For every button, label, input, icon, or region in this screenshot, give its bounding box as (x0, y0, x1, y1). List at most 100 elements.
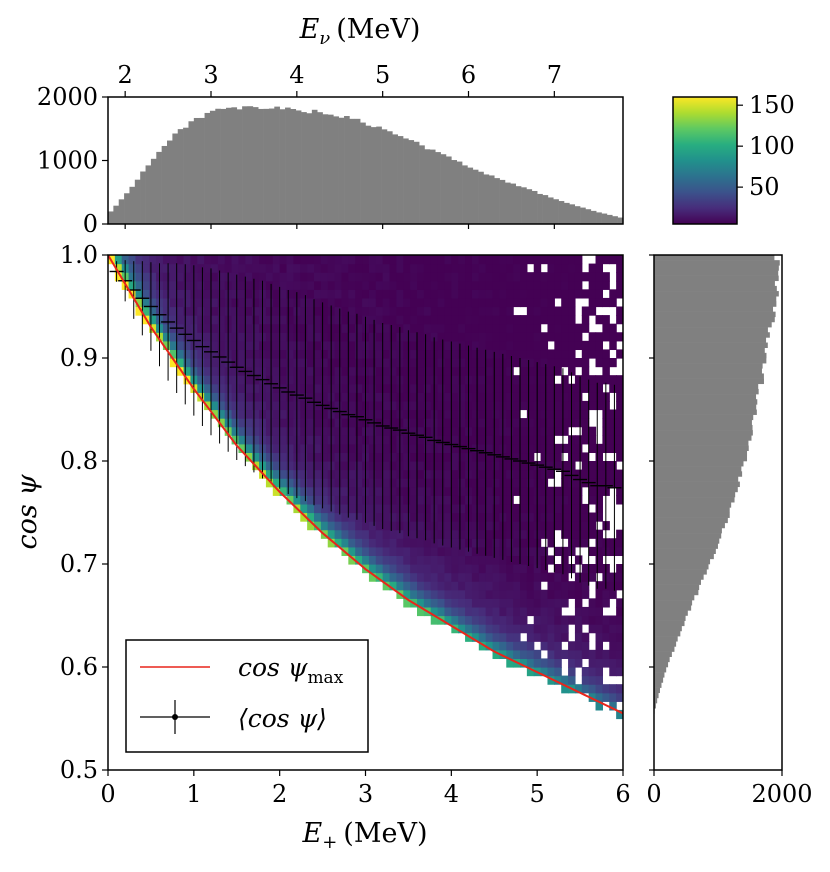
heatmap-cell (554, 658, 562, 668)
heatmap-cell (362, 546, 370, 557)
heatmap-cell (458, 400, 466, 411)
heatmap-cell (506, 349, 514, 359)
heatmap-cell (410, 375, 418, 385)
heatmap-cell (540, 452, 549, 462)
heatmap-cell (485, 289, 494, 299)
heatmap-cell (417, 315, 425, 325)
mean-cos-psi-point (178, 264, 193, 405)
heatmap-cell (382, 418, 391, 428)
heatmap-cell (211, 409, 219, 419)
heatmap-cell (533, 280, 542, 290)
heatmap-cell (149, 280, 157, 290)
heatmap-cell (609, 297, 617, 308)
heatmap-cell (471, 572, 480, 582)
heatmap-cell (279, 297, 288, 308)
heatmap-cell (314, 272, 322, 282)
heatmap-cell (471, 443, 480, 454)
heatmap-cell (382, 555, 391, 565)
heatmap-cell (451, 418, 459, 428)
right-histogram-bar (654, 280, 775, 287)
top-histogram-bar (478, 171, 484, 224)
top-histogram-bar (526, 189, 533, 224)
top-histogram-bar (386, 131, 393, 224)
heatmap-cell (382, 280, 391, 290)
heatmap-cell (403, 366, 411, 376)
heatmap-cell (616, 409, 623, 419)
heatmap-cell (485, 332, 494, 342)
right-histogram-bar (654, 512, 730, 518)
heatmap-cell (444, 383, 452, 393)
heatmap-cell (375, 297, 384, 308)
heatmap-cell (513, 624, 521, 634)
heatmap-cell (451, 426, 459, 436)
heatmap-cell (602, 692, 610, 702)
heatmap-cell (389, 486, 397, 496)
heatmap-cell (430, 581, 439, 591)
top-histogram-bar (440, 154, 447, 224)
heatmap-cell (231, 323, 240, 333)
heatmap-cell (602, 358, 610, 368)
heatmap-cell (554, 632, 562, 642)
heatmap-cell (547, 486, 555, 496)
heatmap-cell (561, 478, 569, 488)
heatmap-cell (485, 297, 494, 308)
heatmap-cell (533, 332, 542, 342)
heatmap-cell (375, 358, 384, 368)
heatmap-cell (540, 606, 549, 617)
top-histogram-bar (129, 186, 136, 224)
heatmap-cell (458, 606, 466, 617)
heatmap-cell (327, 297, 336, 308)
heatmap-cell (217, 375, 226, 385)
heatmap-cell (362, 263, 370, 273)
heatmap-cell (437, 452, 446, 462)
heatmap-cell (410, 503, 418, 514)
heatmap-cell (300, 289, 308, 299)
heatmap-cell (547, 624, 555, 634)
heatmap-cell (327, 272, 336, 282)
heatmap-cell (506, 512, 514, 522)
heatmap-cell (588, 306, 597, 316)
heatmap-cell (334, 323, 343, 333)
heatmap-cell (368, 529, 377, 539)
heatmap-cell (554, 409, 562, 419)
heatmap-cell (375, 469, 384, 479)
right-histogram-bar (654, 672, 665, 678)
heatmap-cell (300, 503, 308, 514)
heatmap-cell (574, 418, 583, 428)
heatmap-cell (520, 461, 528, 471)
heatmap-cell (499, 649, 507, 660)
heatmap-cell (382, 521, 391, 531)
heatmap-cell (197, 280, 205, 290)
heatmap-cell (169, 280, 178, 290)
top-histogram-bar (590, 210, 597, 224)
heatmap-cell (403, 555, 411, 565)
heatmap-cell (499, 280, 507, 290)
top-histogram-bar (338, 117, 345, 224)
heatmap-cell (513, 358, 521, 368)
heatmap-cell (162, 323, 171, 333)
heatmap-cell (616, 615, 623, 625)
heatmap-cell (437, 503, 446, 514)
heatmap-cell (513, 297, 521, 308)
heatmap-cell (307, 340, 315, 351)
heatmap-cell (217, 332, 226, 342)
heatmap-cell (348, 263, 356, 273)
heatmap-cell (485, 538, 494, 548)
heatmap-cell (320, 461, 329, 471)
heatmap-cell (286, 289, 294, 299)
heatmap-cell (561, 521, 569, 531)
colorbar-tick-label: 100 (749, 132, 795, 160)
heatmap-cell (547, 649, 555, 660)
heatmap-cell (382, 503, 391, 514)
heatmap-cell (252, 280, 260, 290)
heatmap-cell (574, 280, 583, 290)
right-histogram-bar (654, 486, 738, 493)
heatmap-cell (417, 564, 425, 574)
heatmap-cell (520, 435, 528, 445)
mean-cos-psi-point (367, 319, 382, 526)
heatmap-cell (286, 272, 294, 282)
heatmap-cell (533, 289, 542, 299)
heatmap-cell (513, 435, 521, 445)
heatmap-cell (513, 349, 521, 359)
heatmap-cell (492, 589, 500, 599)
